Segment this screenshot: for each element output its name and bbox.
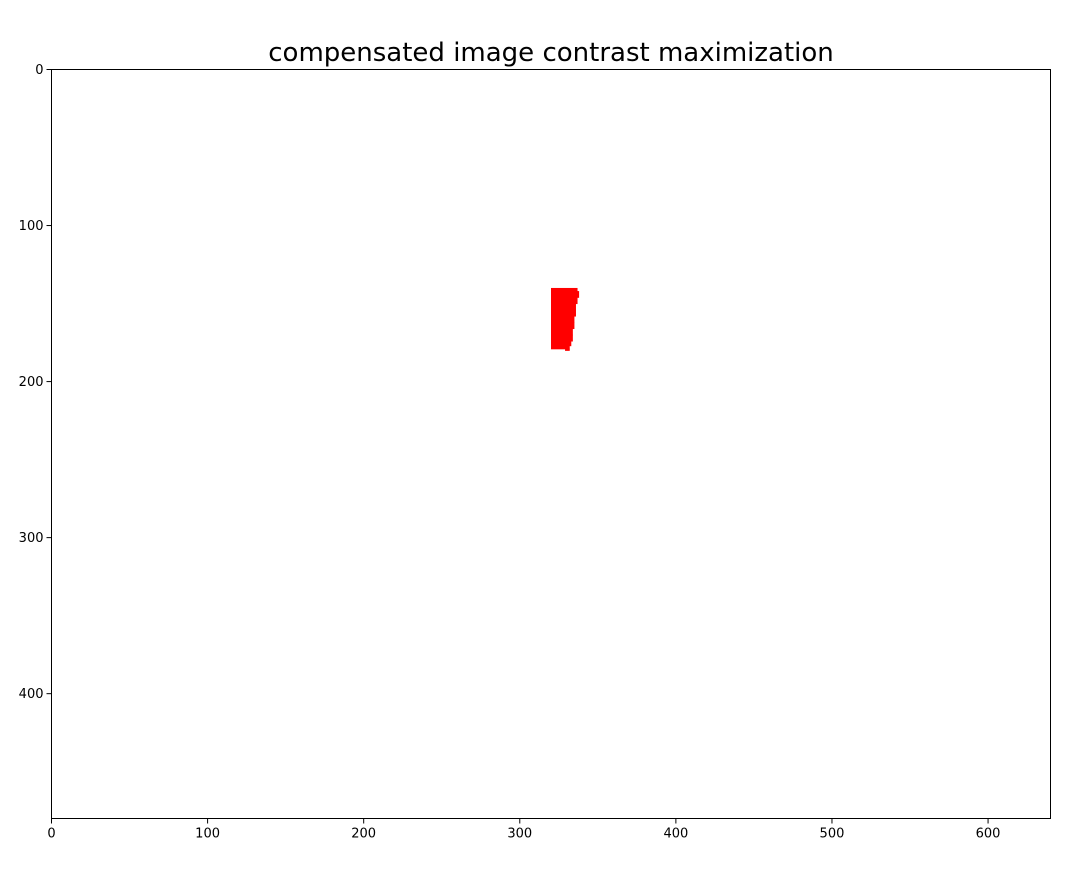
y-tick-label: 100 xyxy=(19,219,44,234)
x-tick-label: 500 xyxy=(820,827,845,842)
event-pixel-row xyxy=(551,328,573,336)
x-tick-label: 300 xyxy=(507,827,532,842)
event-pixel-row xyxy=(551,316,575,323)
y-tick-label: 300 xyxy=(19,531,44,546)
chart-title: compensated image contrast maximization xyxy=(268,38,834,68)
plot-area xyxy=(51,69,1051,819)
event-pixel-row xyxy=(551,334,573,342)
x-tick-label: 400 xyxy=(663,827,688,842)
x-tick-label: 100 xyxy=(195,827,220,842)
x-axis: 0 100 200 300 400 500 600 xyxy=(47,818,1001,842)
event-pixel-row xyxy=(551,291,580,298)
y-tick-label: 0 xyxy=(35,63,43,78)
y-tick-label: 400 xyxy=(19,687,44,702)
image-background xyxy=(51,69,1051,819)
y-tick-label: 200 xyxy=(19,375,44,390)
event-pixel-row xyxy=(551,303,576,311)
event-pixel-row xyxy=(551,341,572,347)
event-pixel-row xyxy=(551,309,576,317)
y-axis: 0 100 200 300 400 xyxy=(19,63,52,702)
event-pixel-row xyxy=(565,348,570,351)
x-tick-label: 200 xyxy=(351,827,376,842)
x-tick-label: 0 xyxy=(47,827,55,842)
event-pixel-row xyxy=(551,345,570,350)
event-pixel-row xyxy=(551,297,578,305)
plot-frame xyxy=(51,69,1051,819)
event-pixel-row xyxy=(551,287,578,292)
x-tick-label: 600 xyxy=(976,827,1001,842)
event-pixel-row xyxy=(551,322,575,330)
